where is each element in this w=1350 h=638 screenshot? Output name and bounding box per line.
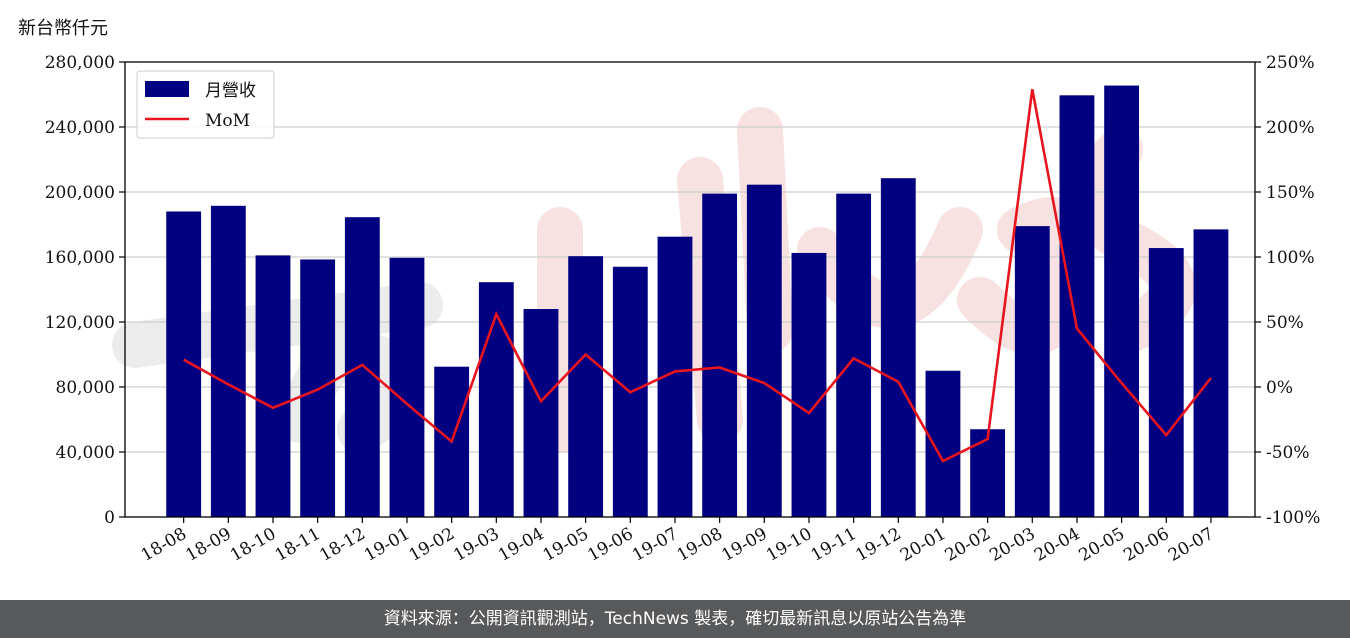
x-tick-label: 19-07	[629, 524, 681, 566]
bar-19-10	[791, 252, 827, 517]
x-tick-label: 18-09	[182, 524, 234, 566]
x-tick-label: 20-05	[1076, 524, 1128, 566]
right-tick-label: -100%	[1266, 508, 1320, 528]
legend-swatch-bar	[145, 81, 189, 97]
bar-19-03	[478, 282, 514, 517]
right-tick-label: 200%	[1266, 118, 1315, 138]
bar-19-01	[389, 257, 425, 517]
x-tick-label: 19-01	[361, 524, 413, 566]
bar-20-02	[970, 429, 1006, 517]
bar-19-12	[880, 178, 916, 517]
x-tick-label: 19-08	[674, 524, 726, 566]
right-tick-label: 100%	[1266, 248, 1315, 268]
bar-18-12	[344, 217, 380, 517]
x-tick-label: 19-05	[540, 524, 592, 566]
mom-line	[183, 89, 1212, 463]
bar-18-09	[210, 205, 246, 517]
left-tick-label: 0	[104, 508, 115, 528]
mom-line-series	[183, 89, 1212, 463]
bar-20-07	[1193, 229, 1229, 517]
x-tick-label: 19-02	[406, 524, 458, 566]
bar-19-08	[702, 193, 738, 517]
source-footer: 資料來源：公開資訊觀測站，TechNews 製表，確切最新訊息以原站公告為準	[0, 600, 1350, 638]
x-tick-label: 19-11	[808, 524, 860, 566]
right-tick-label: 0%	[1266, 378, 1293, 398]
x-tick-label: 20-03	[986, 524, 1038, 566]
x-tick-label: 19-06	[584, 524, 636, 566]
legend-label-line: MoM	[205, 111, 250, 131]
revenue-chart: 0 40,000 80,000 120,000 160,000 200,000 240,00…	[45, 53, 1321, 566]
left-tick-label: 120,000	[45, 313, 115, 333]
x-tick-label: 18-12	[316, 524, 368, 566]
plot-frame	[124, 61, 1256, 518]
bar-18-08	[166, 211, 202, 517]
left-tick-label: 80,000	[56, 378, 115, 398]
bar-20-06	[1148, 248, 1184, 517]
right-tick-label: 250%	[1266, 53, 1315, 73]
x-tick-label: 18-10	[227, 524, 279, 566]
right-tick-label: 150%	[1266, 183, 1315, 203]
x-tick-label: 19-03	[450, 524, 502, 566]
left-tick-label: 160,000	[45, 248, 115, 268]
bar-20-01	[925, 370, 961, 517]
left-tick-label: 240,000	[45, 118, 115, 138]
left-tick-label: 280,000	[45, 53, 115, 73]
left-tick-label: 200,000	[45, 183, 115, 203]
x-tick-label: 20-07	[1165, 524, 1217, 566]
x-tick-label: 20-06	[1120, 524, 1172, 566]
bar-19-04	[523, 309, 559, 517]
bar-19-05	[568, 256, 604, 517]
x-tick-label: 20-01	[897, 524, 949, 566]
x-tick-label: 18-11	[272, 524, 324, 566]
right-tick-label: 50%	[1266, 313, 1304, 333]
x-tick-label: 19-10	[763, 524, 815, 566]
bar-19-09	[746, 184, 782, 517]
bar-20-03	[1014, 226, 1050, 517]
legend-label-bar: 月營收	[205, 81, 256, 101]
bar-20-04	[1059, 95, 1095, 517]
x-tick-label: 20-02	[942, 524, 994, 566]
bar-20-05	[1104, 85, 1140, 517]
x-tick-label: 20-04	[1031, 524, 1083, 566]
bar-19-11	[836, 193, 872, 517]
legend: 月營收 MoM	[136, 70, 275, 139]
right-tick-label: -50%	[1266, 443, 1310, 463]
x-tick-label: 19-12	[852, 524, 904, 566]
x-tick-label: 19-09	[718, 524, 770, 566]
y-axis-title: 新台幣仟元	[18, 18, 108, 39]
bar-18-10	[255, 255, 291, 517]
bar-series	[166, 85, 1229, 517]
x-tick-label: 18-08	[138, 524, 190, 566]
x-tick-label: 19-04	[495, 524, 547, 566]
left-tick-label: 40,000	[56, 443, 115, 463]
